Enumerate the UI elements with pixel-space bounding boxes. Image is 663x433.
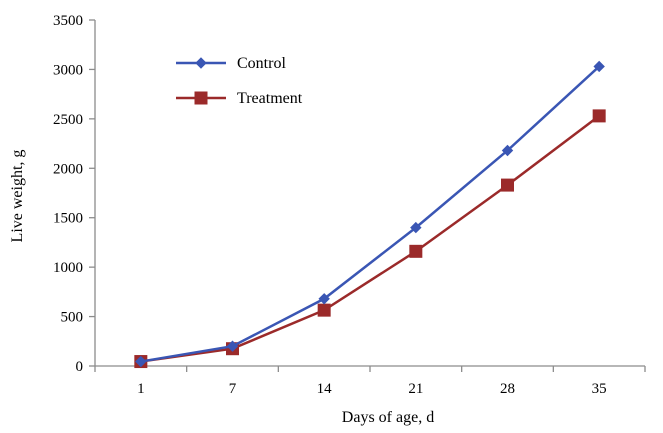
x-tick-label: 28 (500, 381, 515, 397)
axes (94, 20, 645, 367)
y-tick-label: 500 (61, 310, 84, 326)
control-point (501, 144, 514, 157)
legend-item-treatment: Treatment (176, 90, 303, 107)
y-tick-label: 2500 (53, 112, 83, 128)
y-axis-title: Live weight, g (9, 150, 26, 243)
control-point (593, 60, 605, 73)
x-axis-ticks: 1 7 14 21 28 35 (94, 366, 646, 397)
x-axis-title: Days of age, d (342, 409, 434, 426)
x-tick-label: 1 (137, 381, 145, 397)
control-point (135, 355, 147, 368)
x-tick-label: 35 (592, 381, 607, 397)
legend-label: Control (237, 55, 286, 72)
y-tick-label: 3500 (53, 13, 83, 29)
legend-swatch-marker (194, 91, 208, 105)
treatment-point (501, 178, 514, 192)
y-axis-ticks: 0 500 1000 1500 2000 2500 3000 3500 (53, 13, 95, 375)
series-treatment (134, 109, 606, 369)
control-point (410, 221, 422, 234)
control-point (226, 340, 239, 352)
control-point (318, 293, 330, 305)
y-tick-label: 0 (76, 359, 84, 375)
legend-item-control: Control (176, 55, 286, 72)
legend-swatch-marker (195, 57, 207, 69)
y-tick-label: 3000 (53, 62, 83, 78)
legend: Control Treatment (176, 55, 303, 107)
y-tick-label: 2000 (53, 161, 83, 177)
x-tick-label: 14 (317, 381, 333, 397)
treatment-point (409, 244, 423, 258)
treatment-point (592, 109, 606, 123)
series-control (135, 60, 605, 368)
treatment-line (140, 114, 600, 363)
y-tick-label: 1000 (53, 260, 83, 276)
x-tick-label: 21 (408, 381, 423, 397)
series-layer (134, 60, 606, 369)
control-line (140, 65, 601, 363)
x-tick-label: 7 (229, 381, 237, 397)
y-tick-label: 1500 (53, 211, 83, 227)
treatment-point (317, 303, 331, 317)
legend-label: Treatment (237, 90, 303, 107)
